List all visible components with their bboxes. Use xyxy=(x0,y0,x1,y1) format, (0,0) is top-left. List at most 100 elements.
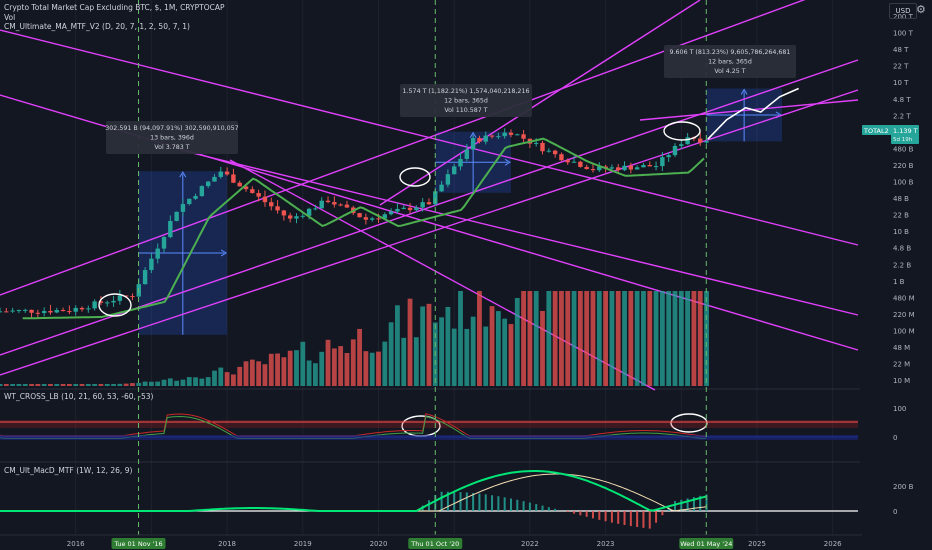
candle-body xyxy=(180,204,186,212)
candle-body xyxy=(243,186,249,190)
volume-bar xyxy=(167,378,173,386)
candle-body xyxy=(470,138,476,150)
measurement-label-text: 9.606 T (813.23%) 9,605,786,264,681 xyxy=(670,49,791,56)
volume-bar xyxy=(98,384,104,386)
candle-body xyxy=(54,310,59,313)
volume-bar xyxy=(256,361,262,386)
macd-histogram-bar xyxy=(472,492,475,511)
arrow-head xyxy=(740,88,748,95)
candle-body xyxy=(338,204,343,206)
candle-body xyxy=(395,208,400,212)
candle-body xyxy=(212,176,217,182)
volume-bar xyxy=(319,351,325,386)
price-tick-label: 22 B xyxy=(893,212,909,220)
candle-body xyxy=(130,296,135,298)
candle-body xyxy=(4,311,9,313)
candle-body xyxy=(231,174,236,183)
macd-indicator-legend[interactable]: CM_Ult_MacD_MTF (1W, 12, 26, 9) xyxy=(4,466,133,475)
volume-bar xyxy=(420,306,426,386)
candle-body xyxy=(546,150,552,152)
volume-bar xyxy=(584,291,590,386)
candle-body xyxy=(205,181,211,187)
volume-bar xyxy=(704,291,709,386)
macd-tick-label: 0 xyxy=(893,508,897,516)
volume-bar xyxy=(363,351,369,386)
moving-average xyxy=(22,137,705,320)
candle-body xyxy=(458,158,463,167)
time-tick-label: 2020 xyxy=(370,540,388,548)
candle-body xyxy=(401,207,406,209)
volume-bar xyxy=(533,291,539,386)
price-tick-label: 48 B xyxy=(893,195,909,203)
candle-body xyxy=(86,308,91,310)
volume-bar xyxy=(514,297,520,386)
candle-body xyxy=(187,198,192,205)
price-tick-label: 4.8 B xyxy=(893,245,911,253)
highlight-circle xyxy=(663,121,701,141)
volume-bar xyxy=(60,384,66,386)
currency-button[interactable]: USD xyxy=(889,3,917,19)
volume-bar xyxy=(590,291,596,386)
macd-histogram-bar xyxy=(434,494,437,511)
volume-bar xyxy=(130,383,135,386)
candle-body xyxy=(502,132,507,137)
volume-bar xyxy=(149,381,154,386)
settings-gear-icon[interactable]: ⚙ xyxy=(916,3,926,16)
volume-bar xyxy=(48,384,53,386)
volume-bar xyxy=(275,353,280,386)
macd-histogram-bar xyxy=(541,505,544,511)
ma-indicator-legend[interactable]: CM_Ultimate_MA_MTF_V2 (D, 20, 7, 1, 2, 5… xyxy=(4,22,190,31)
candle-body xyxy=(584,166,589,170)
volume-bar xyxy=(451,328,457,386)
volume-bar xyxy=(407,298,413,386)
last-price-tag xyxy=(891,125,919,144)
volume-bar xyxy=(395,305,400,386)
volume-bar xyxy=(142,381,148,386)
candle-body xyxy=(628,165,634,170)
vertical-markers xyxy=(138,0,707,535)
candle-body xyxy=(660,157,665,167)
price-tick-label: 10 B xyxy=(893,228,909,236)
candle-body xyxy=(578,161,583,167)
candle-body xyxy=(704,141,709,143)
measurement-label-text: 12 bars, 365d xyxy=(708,59,752,66)
last-price-countdown: 5d 19h xyxy=(893,137,913,143)
wt-indicator-legend[interactable]: WT_CROSS_LB (10, 21, 60, 53, -60, -53) xyxy=(4,392,154,401)
candle-body xyxy=(10,310,15,312)
volume-bar xyxy=(577,291,583,386)
measurement-label-text: 302.591 B (94,097.91%) 302,590,910,057 xyxy=(105,125,238,132)
candle-body xyxy=(117,295,123,301)
candle-body xyxy=(281,210,287,216)
macd-histogram-bar xyxy=(642,511,645,528)
candle-body xyxy=(79,307,85,310)
volume-bar xyxy=(331,348,337,386)
candle-body xyxy=(287,215,293,219)
candle-body xyxy=(489,135,495,137)
volume-bar xyxy=(685,291,691,386)
candle-body xyxy=(426,202,432,205)
macd-histogram-bar xyxy=(427,500,430,511)
measurement-label-text: Vol 4.25 T xyxy=(714,68,745,75)
time-axis: 2016 2018 2019 2020 2022 2023 2025 2026 Tue 01 N… xyxy=(0,534,862,549)
volume-bar xyxy=(325,339,331,386)
macd-histogram-bar xyxy=(617,511,620,524)
price-tick-label: 2.2 B xyxy=(893,261,911,269)
volume-bar xyxy=(300,341,306,386)
candle-body xyxy=(224,171,230,175)
macd-tick-label: 200 B xyxy=(893,483,914,491)
candle-body xyxy=(622,165,627,171)
candle-body xyxy=(325,200,331,203)
measurement-label-box xyxy=(106,121,238,154)
volume-bar xyxy=(10,384,16,386)
candle-body xyxy=(616,167,621,171)
measurement-label-text: Vol 110.587 T xyxy=(444,107,487,114)
candle-body xyxy=(67,311,72,313)
projection-line xyxy=(707,87,799,140)
macd-histogram-bar xyxy=(522,501,525,511)
candle-body xyxy=(685,137,690,145)
volume-bar xyxy=(186,377,192,386)
candle-body xyxy=(142,270,148,285)
price-tick-label: 4.8 T xyxy=(893,96,911,104)
measurement-label-box xyxy=(664,45,796,78)
